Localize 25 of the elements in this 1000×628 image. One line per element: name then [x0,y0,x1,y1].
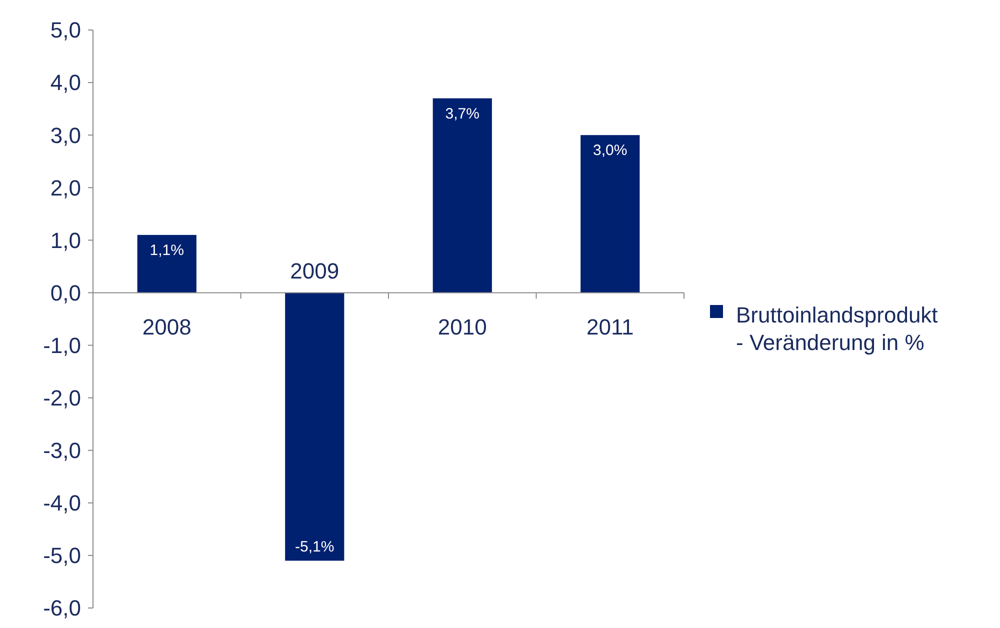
x-tick-label: 2011 [586,314,634,340]
y-tick-label: 2,0 [50,175,81,200]
y-tick-label: -2,0 [43,386,81,411]
bar [580,135,640,293]
legend-label: Bruttoinlandsprodukt - Veränderung in % [736,302,938,356]
x-tick-label: 2010 [438,314,487,340]
data-label: -5,1% [295,538,334,556]
y-tick-label: 1,0 [50,228,81,253]
x-tick-label: 2009 [290,258,340,284]
bar [285,292,344,561]
y-tick-label: 5,0 [50,18,81,43]
data-label: 3,7% [445,105,480,122]
y-tick-label: -1,0 [43,332,81,358]
data-label: 1,1% [150,242,184,259]
y-tick-label: -6,0 [43,596,81,621]
y-tick-label: 3,0 [50,122,81,148]
y-tick-label: 4,0 [50,70,81,96]
x-tick-label: 2008 [142,314,192,340]
y-tick-label: 0,0 [50,280,81,306]
y-tick-label: -3,0 [43,438,81,464]
y-tick-label: -4,0 [43,490,81,516]
bar [432,98,492,293]
bar [137,234,196,293]
data-label: 3,0% [593,142,628,160]
y-tick-label: -5,0 [43,543,81,568]
